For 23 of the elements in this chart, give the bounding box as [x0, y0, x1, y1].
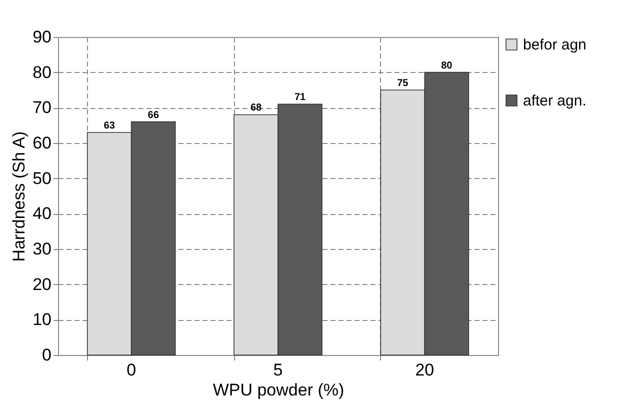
data-label: 75	[397, 78, 409, 89]
y-tick-label: 30	[32, 240, 52, 258]
y-tick-label: 10	[32, 310, 52, 330]
y-tick-label: 90	[32, 28, 52, 46]
y-tick-label: 20	[32, 274, 52, 294]
x-tick-label: 0	[126, 360, 136, 380]
y-tick-label: 60	[32, 134, 52, 152]
data-label: 63	[104, 120, 116, 132]
y-tick-label: 0	[42, 346, 52, 364]
x-tick-label: 5	[273, 360, 283, 380]
y-tick-label: 70	[32, 98, 52, 118]
x-tick-label: 20	[415, 360, 434, 380]
data-label: 66	[148, 110, 160, 121]
legend-label: befor agn	[523, 36, 586, 54]
data-label: 80	[441, 60, 453, 72]
x-axis-title: WPU powder (%)	[212, 380, 344, 400]
data-label: 68	[250, 102, 262, 114]
legend-label: after agn.	[523, 92, 586, 110]
data-label: 71	[294, 92, 306, 104]
y-tick-label: 80	[32, 62, 52, 82]
y-tick-label: 50	[32, 168, 52, 188]
y-axis-title: Harrdness (Sh A)	[10, 131, 29, 262]
y-tick-label: 40	[32, 204, 52, 224]
